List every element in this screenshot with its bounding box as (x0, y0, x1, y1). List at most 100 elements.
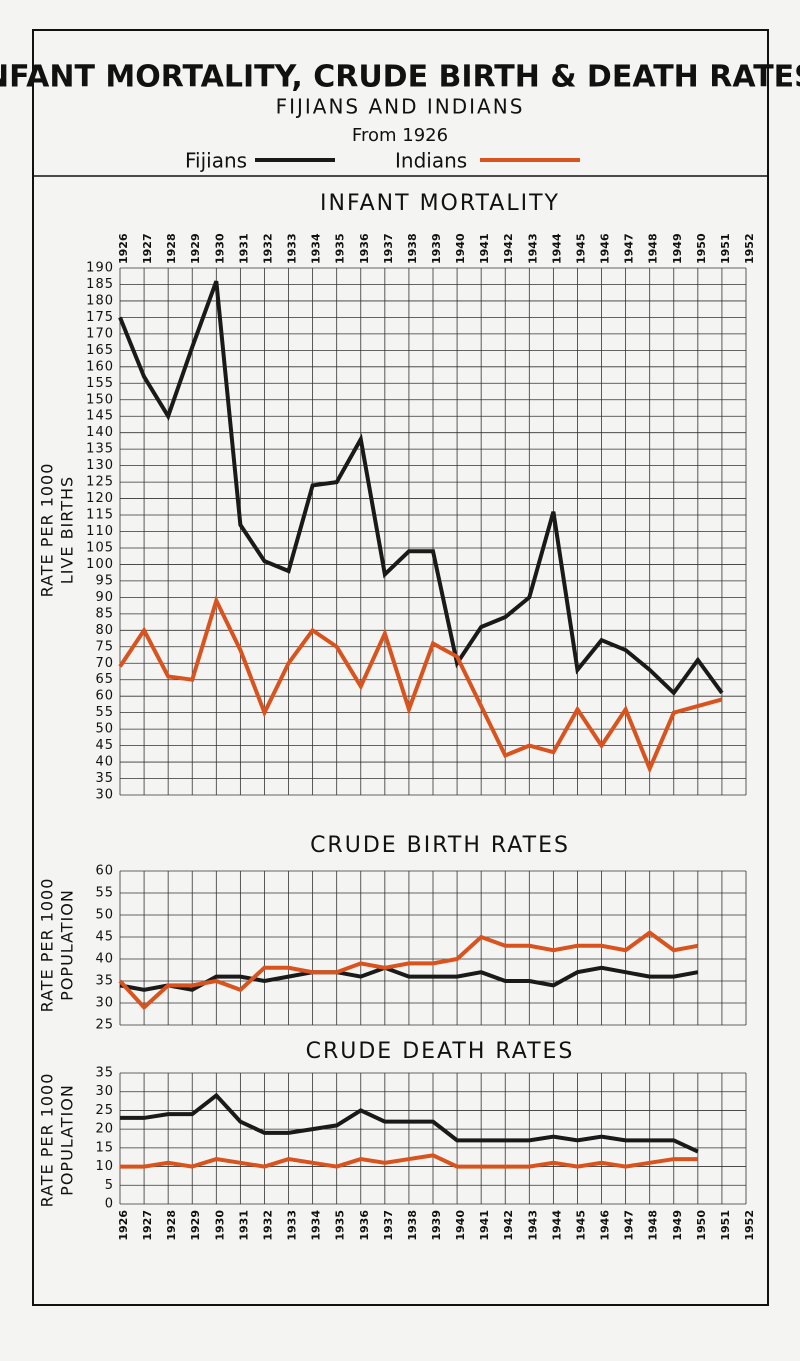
y-tick-label: 145 (86, 409, 114, 424)
y-axis-title: RATE PER 1000 (38, 878, 57, 1013)
y-tick-label: 25 (95, 1018, 114, 1033)
y-tick-label: 15 (95, 1140, 114, 1155)
x-tick-label: 1926 (117, 1210, 130, 1241)
x-tick-label: 1948 (647, 1210, 660, 1241)
y-tick-label: 5 (105, 1178, 114, 1193)
y-tick-label: 60 (95, 864, 114, 879)
y-tick-label: 55 (95, 886, 114, 901)
y-tick-label: 95 (95, 573, 114, 588)
x-tick-label: 1950 (695, 233, 708, 264)
y-tick-label: 185 (86, 277, 114, 292)
x-tick-label: 1928 (165, 233, 178, 264)
y-tick-label: 55 (95, 705, 114, 720)
series-line (119, 965, 699, 992)
x-tick-label: 1937 (382, 233, 395, 264)
y-tick-label: 40 (95, 952, 114, 967)
y-tick-label: 160 (86, 359, 114, 374)
x-tick-label: 1931 (237, 1210, 250, 1241)
series-line (120, 1092, 699, 1154)
x-tick-label: 1929 (189, 1210, 202, 1241)
x-tick-label: 1937 (382, 1210, 395, 1241)
y-tick-label: 180 (86, 293, 114, 308)
x-tick-label: 1930 (213, 233, 226, 264)
x-tick-label: 1949 (671, 233, 684, 264)
y-axis-title: POPULATION (58, 1084, 77, 1196)
y-tick-label: 105 (86, 540, 114, 555)
x-tick-label: 1942 (502, 1210, 515, 1241)
y-tick-label: 155 (86, 376, 114, 391)
y-tick-label: 110 (86, 524, 114, 539)
x-tick-label: 1949 (671, 1210, 684, 1241)
y-tick-label: 50 (95, 908, 114, 923)
x-tick-label: 1931 (237, 233, 250, 264)
x-tick-label: 1934 (310, 1210, 323, 1241)
y-tick-label: 35 (95, 1066, 114, 1081)
y-tick-label: 130 (86, 458, 114, 473)
y-tick-label: 20 (95, 1122, 114, 1137)
x-tick-label: 1943 (526, 233, 539, 264)
x-tick-label: 1947 (623, 233, 636, 264)
x-tick-label: 1926 (117, 233, 130, 264)
y-tick-label: 165 (86, 343, 114, 358)
x-tick-label: 1952 (743, 233, 756, 264)
x-tick-label: 1951 (719, 1210, 732, 1241)
y-tick-label: 75 (95, 639, 114, 654)
legend-label: Indians (395, 149, 467, 173)
x-tick-label: 1944 (550, 233, 563, 264)
x-tick-label: 1948 (647, 233, 660, 264)
y-tick-label: 70 (95, 656, 114, 671)
y-tick-label: 100 (86, 557, 114, 572)
panel-title: CRUDE DEATH RATES (306, 1039, 575, 1064)
y-tick-label: 35 (95, 974, 114, 989)
y-tick-label: 170 (86, 326, 114, 341)
x-tick-label: 1947 (623, 1210, 636, 1241)
x-tick-label: 1929 (189, 233, 202, 264)
x-tick-label: 1927 (141, 233, 154, 264)
y-tick-label: 50 (95, 722, 114, 737)
series-line (120, 1153, 698, 1169)
y-axis-title: LIVE BIRTHS (58, 476, 77, 584)
x-tick-label: 1951 (719, 233, 732, 264)
y-tick-label: 190 (86, 261, 114, 276)
x-tick-label: 1940 (454, 233, 467, 264)
x-tick-label: 1930 (213, 1210, 226, 1241)
x-tick-label: 1933 (286, 233, 299, 264)
y-tick-label: 45 (95, 930, 114, 945)
series-line (118, 930, 699, 1011)
x-tick-label: 1945 (574, 1210, 587, 1241)
y-tick-label: 115 (86, 508, 114, 523)
series-line (118, 280, 724, 696)
x-tick-label: 1934 (310, 233, 323, 264)
x-tick-label: 1944 (550, 1210, 563, 1241)
page-title: INFANT MORTALITY, CRUDE BIRTH & DEATH RA… (0, 60, 800, 95)
page-subtitle: FIJIANS AND INDIANS (276, 95, 525, 119)
y-tick-label: 0 (105, 1197, 114, 1212)
legend-label: Fijians (185, 149, 247, 173)
y-tick-label: 90 (95, 590, 114, 605)
y-tick-label: 140 (86, 425, 114, 440)
x-tick-label: 1932 (261, 233, 274, 264)
x-tick-label: 1943 (526, 1210, 539, 1241)
y-tick-label: 125 (86, 475, 114, 490)
x-tick-label: 1942 (502, 233, 515, 264)
panel-title: INFANT MORTALITY (320, 191, 560, 216)
x-tick-label: 1950 (695, 1210, 708, 1241)
x-tick-label: 1935 (334, 1210, 347, 1241)
x-tick-label: 1936 (358, 1210, 371, 1241)
x-tick-label: 1938 (406, 233, 419, 264)
y-tick-label: 40 (95, 755, 114, 770)
y-tick-label: 30 (95, 996, 114, 1011)
panel-title: CRUDE BIRTH RATES (310, 833, 570, 858)
y-tick-label: 30 (95, 788, 114, 803)
x-tick-label: 1945 (574, 233, 587, 264)
x-tick-label: 1941 (478, 233, 491, 264)
x-tick-label: 1927 (141, 1210, 154, 1241)
y-tick-label: 175 (86, 310, 114, 325)
y-tick-label: 10 (95, 1159, 114, 1174)
y-axis-title: RATE PER 1000 (38, 463, 57, 598)
y-tick-label: 150 (86, 392, 114, 407)
outer-border (32, 29, 769, 1306)
page-note: From 1926 (352, 125, 448, 146)
y-tick-label: 45 (95, 738, 114, 753)
